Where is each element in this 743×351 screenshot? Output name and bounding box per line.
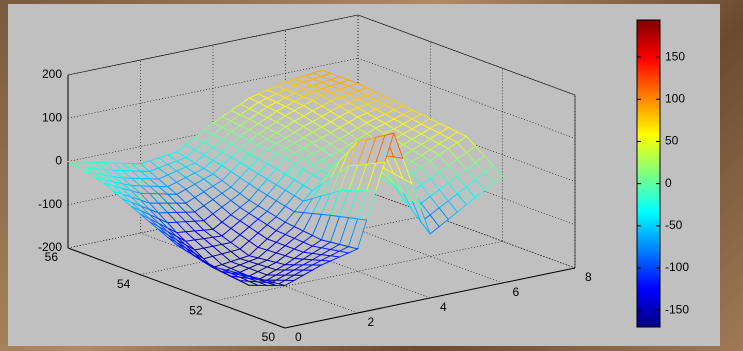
z-tick-label: 200 [42,67,62,81]
grid-line [67,57,359,119]
grid-line [357,101,576,182]
mesh-cell [66,160,141,194]
grid-line [140,232,358,314]
y-tick-label: 54 [117,277,131,291]
y-tick-label: 52 [189,304,203,318]
grid-line [357,187,576,269]
grid-line [357,187,576,269]
x-tick-label: 0 [295,330,302,344]
mesh-cell [248,221,323,266]
colorbar-tick-label: 100 [665,91,685,105]
z-tick-label: -100 [38,197,62,211]
axis-line [284,267,576,329]
z-tick-label: 0 [55,154,62,168]
grid-line [140,214,431,275]
colorbar-tick-label: 0 [665,176,672,190]
z-tick-label: -200 [38,240,62,254]
mesh-cell [356,100,432,140]
colorbar-tick-label: 50 [665,134,679,148]
axis-line [67,14,359,76]
mesh-cell [248,81,323,117]
mesh-cell [175,173,250,230]
grid-line [212,241,503,302]
x-tick-label: 6 [513,285,520,299]
axis-line [357,14,576,96]
mesh-cell [284,141,359,241]
grid-line [357,144,576,226]
mesh-cell [175,228,250,269]
mesh-cell [139,192,214,234]
mesh-cell [102,162,178,195]
mesh-cell [429,135,504,206]
x-tick-label: 4 [440,300,447,314]
x-tick-label: 2 [368,315,375,329]
mesh-cell [393,118,468,162]
colorbar-tick-label: 150 [665,49,685,63]
mesh-cell [320,132,395,250]
mesh-cell [283,239,359,266]
z-tick-label: 100 [42,110,62,124]
colorbar-tick-label: -150 [665,302,689,316]
mesh-cell [212,97,287,142]
axis-line [67,247,286,329]
colorbar-tick-label: -50 [665,218,683,232]
y-tick-label: 50 [262,330,276,344]
grid-line [357,57,576,139]
mesh-cell [212,266,286,286]
colorbar [636,19,661,328]
mesh-cell [103,183,177,233]
x-tick-label: 8 [585,270,592,284]
mesh-face [239,273,259,279]
colorbar-tick-label: -100 [665,260,689,274]
y-tick-label: 56 [45,250,59,264]
mesh-cell [284,69,360,96]
